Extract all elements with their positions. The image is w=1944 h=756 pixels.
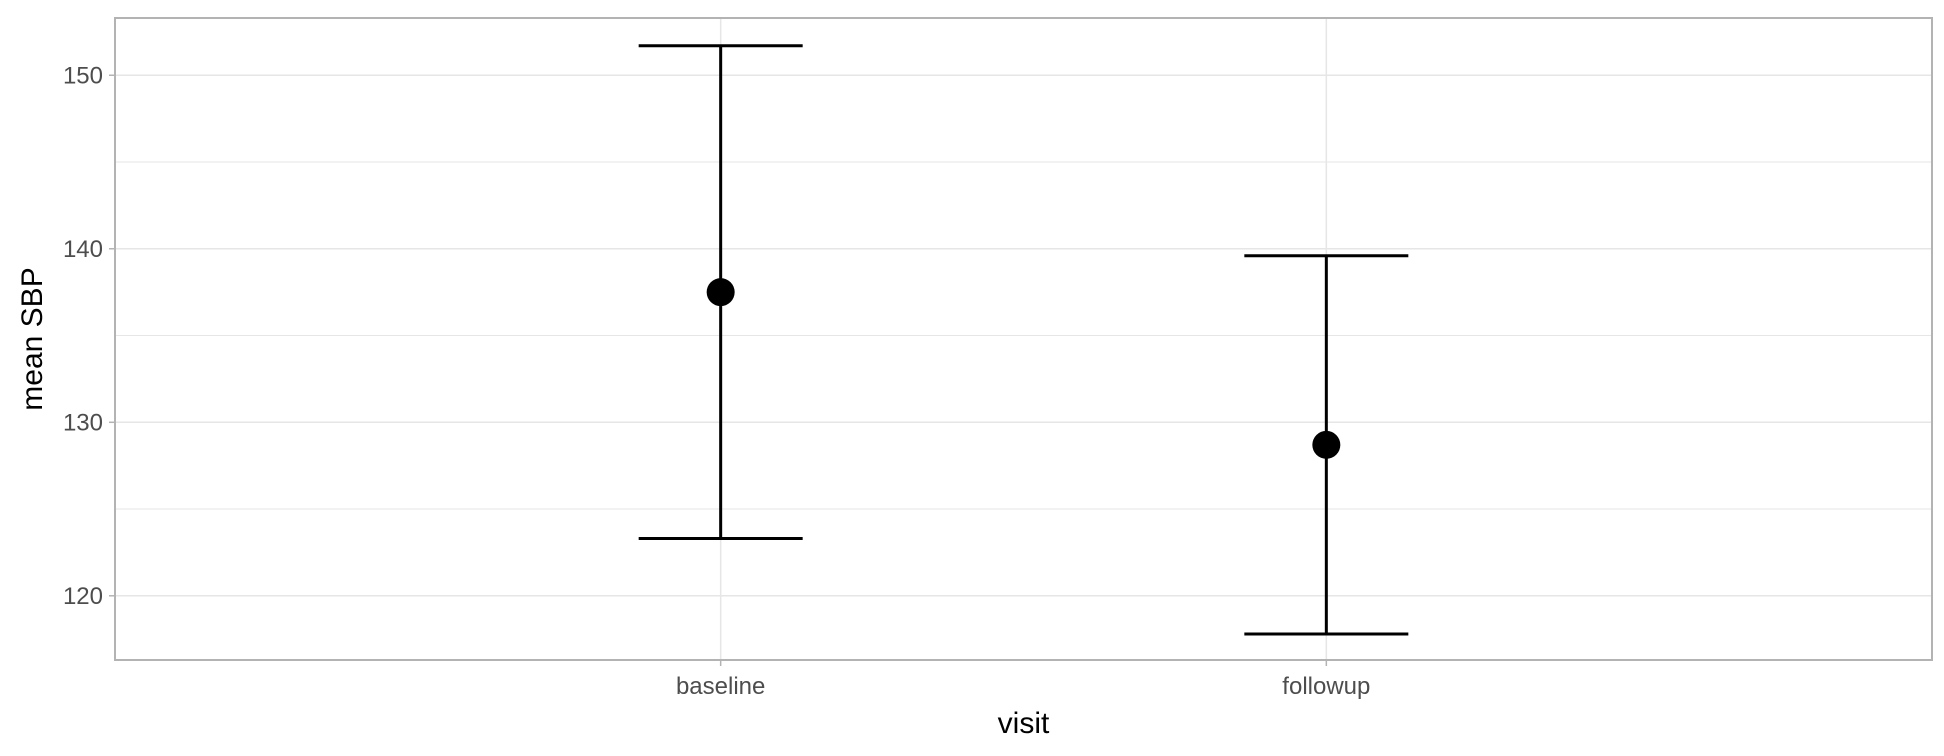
panel-border bbox=[114, 17, 1933, 661]
y-tick-label: 120 bbox=[63, 583, 103, 610]
y-axis-ticks: 120 130 140 150 bbox=[63, 62, 115, 610]
minor-gridlines bbox=[115, 161, 1932, 510]
x-tick-label: baseline bbox=[676, 673, 765, 700]
mean-point bbox=[1312, 430, 1341, 459]
major-gridlines bbox=[115, 18, 1932, 660]
x-tick-label: followup bbox=[1282, 673, 1370, 700]
error-bar-marks bbox=[638, 44, 1409, 636]
y-tick-label: 150 bbox=[63, 62, 103, 89]
y-tick-label: 140 bbox=[63, 236, 103, 263]
x-axis-ticks: baseline followup bbox=[676, 660, 1370, 700]
mean-point bbox=[706, 278, 735, 307]
x-axis-title: visit bbox=[998, 707, 1050, 740]
y-tick-label: 130 bbox=[63, 409, 103, 436]
y-axis-title: mean SBP bbox=[16, 267, 49, 410]
